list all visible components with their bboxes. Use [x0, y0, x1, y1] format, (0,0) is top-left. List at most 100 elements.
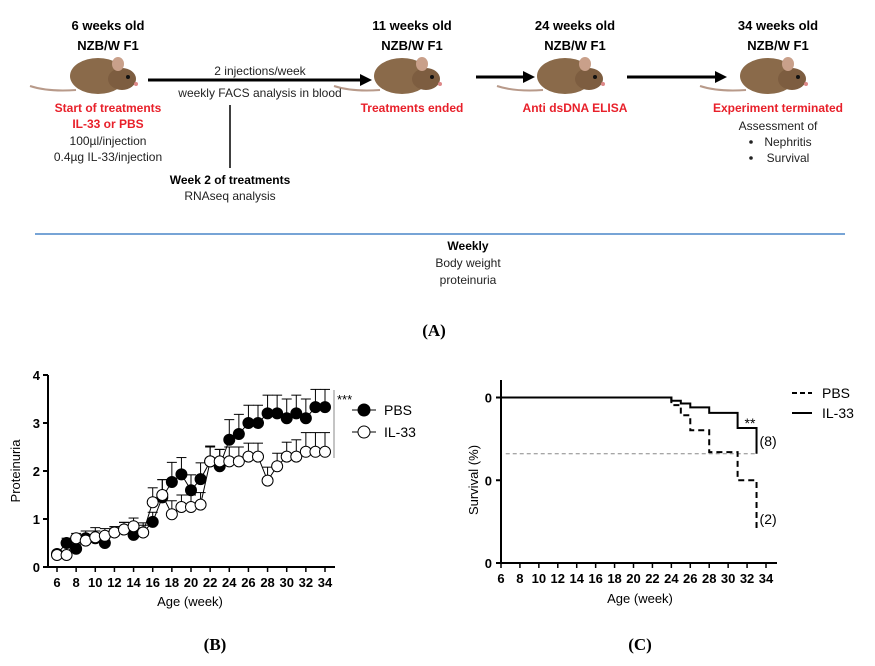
mouse-head: [412, 68, 440, 90]
data-point: [194, 498, 207, 511]
mouse-ear: [579, 57, 591, 71]
x-tick-label: 16: [588, 571, 602, 586]
mouse-nose: [804, 82, 808, 86]
mouse-ear: [782, 57, 794, 71]
arrow-label-bottom: weekly FACS analysis in blood: [177, 86, 341, 100]
data-point: [223, 433, 236, 446]
branch-sub: RNAseq analysis: [184, 189, 275, 203]
data-point: [290, 450, 303, 463]
mouse-eye: [796, 75, 800, 79]
y-tick-label: 0: [485, 391, 492, 406]
x-tick-label: 34: [759, 571, 774, 586]
y-axis-label: Proteinuria: [8, 439, 23, 503]
x-axis-label: Age (week): [607, 591, 673, 606]
mouse-icon: [29, 57, 138, 94]
data-point: [299, 412, 312, 425]
x-tick-label: 30: [279, 575, 293, 590]
legend-label: IL-33: [384, 424, 416, 440]
x-tick-label: 26: [241, 575, 255, 590]
mouse-tail: [333, 85, 381, 92]
panel-a-timeline: 6 weeks old NZB/W F1 Start of treatments IL…: [29, 18, 843, 165]
mouse-head: [575, 68, 603, 90]
y-tick-label: 2: [33, 464, 40, 479]
stage-age: 6 weeks old: [72, 18, 145, 33]
legend-label: PBS: [384, 402, 412, 418]
mouse-tail: [29, 85, 77, 92]
data-point: [271, 407, 284, 420]
stage-event: IL-33 or PBS: [72, 117, 143, 131]
stage-strain: NZB/W F1: [544, 38, 605, 53]
end-count-label: (8): [760, 433, 777, 449]
stage-note: 0.4µg IL-33/injection: [54, 150, 162, 164]
x-tick-label: 28: [260, 575, 274, 590]
bullet-icon: [749, 156, 753, 160]
legend-marker: [357, 403, 371, 417]
legend-label: IL-33: [822, 405, 854, 421]
x-tick-label: 14: [569, 571, 584, 586]
x-tick-label: 20: [184, 575, 198, 590]
data-point: [280, 412, 293, 425]
x-tick-label: 22: [645, 571, 659, 586]
x-tick-label: 28: [702, 571, 716, 586]
panel-label-a: (A): [422, 321, 446, 340]
survival-curve-pbs: [501, 396, 758, 530]
x-tick-label: 24: [222, 575, 237, 590]
survival-curve-il-33: [501, 396, 758, 454]
data-point: [261, 474, 274, 487]
mouse-head: [108, 68, 136, 90]
data-point: [127, 520, 140, 533]
stage-note: Survival: [767, 151, 810, 165]
arrow-head-icon: [715, 71, 727, 83]
data-point: [290, 407, 303, 420]
mouse-eye: [126, 75, 130, 79]
data-point: [319, 445, 331, 458]
stage-event: Start of treatments: [55, 101, 162, 115]
mouse-eye: [593, 75, 597, 79]
x-axis-label: Age (week): [157, 594, 223, 609]
data-point: [156, 489, 169, 501]
x-tick-label: 6: [53, 575, 60, 590]
x-tick-label: 20: [626, 571, 640, 586]
x-tick-label: 22: [203, 575, 217, 590]
data-point: [60, 549, 73, 561]
stage-strain: NZB/W F1: [77, 38, 138, 53]
weekly-title: Weekly: [447, 239, 488, 253]
weekly-item: Body weight: [435, 256, 501, 270]
significance-annotation: ***: [337, 392, 352, 407]
data-point: [252, 450, 264, 463]
x-tick-label: 12: [107, 575, 121, 590]
x-tick-label: 8: [73, 575, 80, 590]
y-tick-label: 0: [485, 556, 492, 571]
mouse-eye: [430, 75, 434, 79]
data-point: [252, 417, 264, 429]
x-tick-label: 8: [516, 571, 523, 586]
x-tick-label: 24: [664, 571, 679, 586]
x-tick-label: 10: [88, 575, 102, 590]
stage-event: Experiment terminated: [713, 101, 843, 115]
x-tick-label: 18: [607, 571, 621, 586]
stage-age: 11 weeks old: [372, 18, 452, 33]
panel-label-b: (B): [204, 635, 227, 654]
data-point: [185, 484, 197, 497]
stage-note: Nephritis: [764, 135, 811, 149]
stage-event: Anti dsDNA ELISA: [523, 101, 628, 115]
mouse-ear: [112, 57, 124, 71]
data-point: [194, 473, 207, 486]
arrow-label-top: 2 injections/week: [214, 64, 306, 78]
y-tick-label: 0: [33, 560, 40, 575]
x-tick-label: 32: [740, 571, 754, 586]
x-tick-label: 26: [683, 571, 697, 586]
timeline-stage: 11 weeks old NZB/W F1 Treatments ended: [333, 18, 463, 115]
mouse-icon: [699, 57, 808, 94]
mouse-nose: [438, 82, 442, 86]
weekly-item: proteinuria: [440, 273, 497, 287]
x-tick-label: 30: [721, 571, 735, 586]
stage-note: Assessment of: [739, 119, 818, 133]
y-axis-label: Survival (%): [466, 445, 481, 515]
x-tick-label: 18: [165, 575, 179, 590]
data-point: [165, 476, 178, 489]
data-point: [137, 526, 150, 539]
arrow-head-icon: [523, 71, 535, 83]
